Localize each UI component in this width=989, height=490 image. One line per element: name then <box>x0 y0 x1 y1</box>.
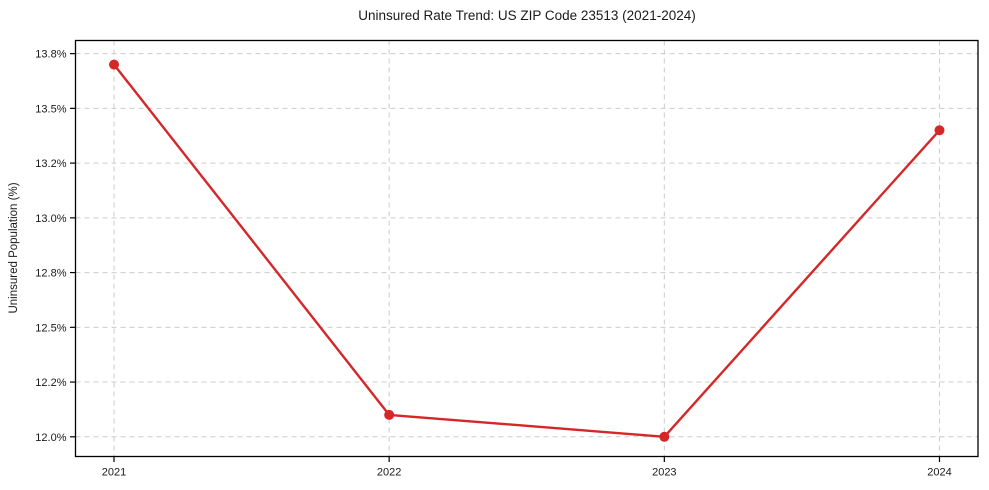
data-point-marker <box>659 431 670 442</box>
trend-line <box>112 63 941 438</box>
data-point-marker <box>109 59 120 70</box>
x-tick-label: 2021 <box>102 467 126 479</box>
y-tick-label: 12.2% <box>35 377 66 389</box>
y-tick-label: 13.2% <box>35 158 66 170</box>
y-tick-label: 12.0% <box>35 432 66 444</box>
y-tick-label: 13.8% <box>35 49 66 61</box>
x-tick-label: 2023 <box>652 467 676 479</box>
y-tick-label: 13.5% <box>35 103 66 115</box>
x-tick-label: 2024 <box>927 467 951 479</box>
y-tick-label: 12.5% <box>35 322 66 334</box>
data-point-marker <box>934 125 945 136</box>
chart-title: Uninsured Rate Trend: US ZIP Code 23513 … <box>358 8 696 23</box>
data-point-marker <box>384 409 395 420</box>
x-tick-label: 2022 <box>377 467 401 479</box>
y-tick-label: 12.8% <box>35 268 66 280</box>
plot-border <box>74 39 979 458</box>
y-tick-label: 13.0% <box>35 213 66 225</box>
